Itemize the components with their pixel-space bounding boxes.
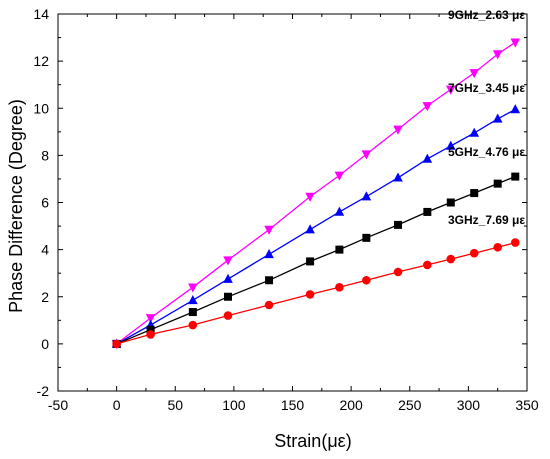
data-point xyxy=(446,198,455,207)
data-point xyxy=(492,50,503,60)
data-point xyxy=(223,311,233,320)
data-point xyxy=(305,224,315,234)
y-tick-label: 4 xyxy=(41,242,49,258)
data-point xyxy=(361,150,372,160)
y-tick-label: 10 xyxy=(33,100,49,116)
x-tick-label: 100 xyxy=(222,397,246,413)
data-point xyxy=(511,172,520,181)
y-tick-label: -2 xyxy=(37,383,50,399)
data-point xyxy=(335,245,344,254)
x-axis-title: Strain(με) xyxy=(274,431,351,451)
series-line xyxy=(116,175,516,345)
data-point xyxy=(510,38,521,48)
data-point xyxy=(445,85,456,95)
data-point xyxy=(492,113,503,123)
data-point xyxy=(445,140,456,150)
series-label: 7GHz_3.45 με xyxy=(448,81,525,95)
data-point xyxy=(264,300,274,310)
data-point xyxy=(510,104,521,114)
y-tick-label: 0 xyxy=(41,336,49,352)
data-point xyxy=(393,125,403,135)
data-point xyxy=(146,325,155,334)
series-line xyxy=(116,241,516,345)
series-7GHz xyxy=(111,104,521,348)
data-point xyxy=(112,339,121,349)
data-point xyxy=(469,248,479,258)
series-label: 9GHz_2.63 με xyxy=(448,8,525,22)
series-5GHz xyxy=(112,172,520,348)
data-point xyxy=(223,256,233,266)
data-point xyxy=(188,283,198,293)
data-point xyxy=(145,314,156,324)
series-label: 3GHz_7.69 με xyxy=(448,213,525,227)
data-point xyxy=(188,308,197,317)
series-labels: 9GHz_2.63 με 7GHz_3.45 με 5GHz_4.76 με 3GHz… xyxy=(448,8,525,227)
x-tick-label: 350 xyxy=(515,397,539,413)
x-tick-label: 0 xyxy=(113,397,121,413)
y-tick-label: 8 xyxy=(41,147,49,163)
series-9GHz xyxy=(111,38,521,350)
series-line xyxy=(116,41,516,345)
series-3GHz xyxy=(112,238,520,349)
x-tick-label: 250 xyxy=(398,397,422,413)
data-point xyxy=(305,290,315,299)
data-point xyxy=(422,153,433,163)
data-point xyxy=(362,233,371,242)
data-point xyxy=(510,238,520,247)
data-point xyxy=(422,102,433,112)
y-tick-label: 14 xyxy=(33,6,49,22)
data-point xyxy=(146,330,155,339)
data-point xyxy=(423,207,432,216)
series-line xyxy=(116,108,516,345)
data-point xyxy=(393,267,403,277)
data-point xyxy=(188,294,198,305)
data-point xyxy=(394,220,403,229)
data-point xyxy=(335,283,344,292)
data-point xyxy=(469,69,480,79)
data-point xyxy=(362,275,371,285)
data-point xyxy=(224,292,233,301)
data-point xyxy=(306,257,315,266)
data-point xyxy=(264,225,274,235)
data-point xyxy=(493,242,502,252)
data-point xyxy=(188,320,198,330)
x-tick-label: -50 xyxy=(48,397,68,413)
data-point xyxy=(223,273,233,283)
x-tick-label: 50 xyxy=(167,397,183,413)
x-tick-label: 150 xyxy=(281,397,305,413)
y-tick-label: 6 xyxy=(41,195,49,211)
series-group xyxy=(111,38,521,350)
data-point xyxy=(265,276,274,285)
y-axis-title: Phase Difference (Degree) xyxy=(6,99,26,313)
data-point xyxy=(393,172,403,182)
data-point xyxy=(446,254,456,264)
x-tick-label: 300 xyxy=(457,397,481,413)
y-tick-label: 2 xyxy=(41,289,49,305)
y-tick-label: 12 xyxy=(33,53,49,69)
x-tick-label: 200 xyxy=(339,397,363,413)
data-point xyxy=(305,192,315,202)
data-point xyxy=(493,179,502,188)
data-point xyxy=(264,249,274,259)
data-point xyxy=(470,189,479,198)
axes: -50 0 50 100 150 200 250 300 350 -2 0 2 4 6 8 10 12 14 xyxy=(33,6,538,413)
data-point xyxy=(361,191,372,201)
series-label: 5GHz_4.76 με xyxy=(448,145,525,159)
data-point xyxy=(469,127,480,137)
data-point xyxy=(334,206,345,216)
data-point xyxy=(423,260,432,270)
data-point xyxy=(334,171,345,181)
